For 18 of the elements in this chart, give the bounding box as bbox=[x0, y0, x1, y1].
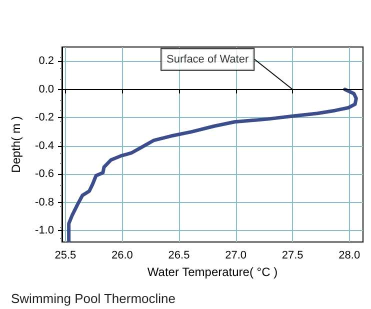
x-tick-label: 26.0 bbox=[111, 250, 133, 262]
annotation: Surface of Water bbox=[166, 53, 249, 66]
y-tick-label: -0.6 bbox=[35, 168, 54, 180]
y-tick-label: -0.2 bbox=[35, 112, 54, 124]
y-tick-label: -0.8 bbox=[35, 196, 54, 208]
x-tick-label: 26.5 bbox=[168, 250, 190, 262]
x-axis-title: Water Temperature( °C ) bbox=[147, 264, 278, 279]
x-tick-label: 27.5 bbox=[282, 250, 304, 262]
y-tick-label: -0.4 bbox=[35, 140, 54, 152]
y-tick-label: -1.0 bbox=[35, 224, 54, 237]
line-series bbox=[67, 88, 358, 242]
y-tick-label: 0.2 bbox=[38, 55, 54, 68]
x-tick-label: 27.0 bbox=[225, 250, 246, 262]
y-tick-label: 0.0 bbox=[38, 83, 54, 96]
y-axis-title: Depth( m ) bbox=[9, 116, 23, 173]
x-tick-label: 28.0 bbox=[338, 250, 360, 262]
x-tick-label: 25.5 bbox=[54, 250, 76, 262]
text: Swimming Pool Thermocline bbox=[11, 291, 176, 306]
